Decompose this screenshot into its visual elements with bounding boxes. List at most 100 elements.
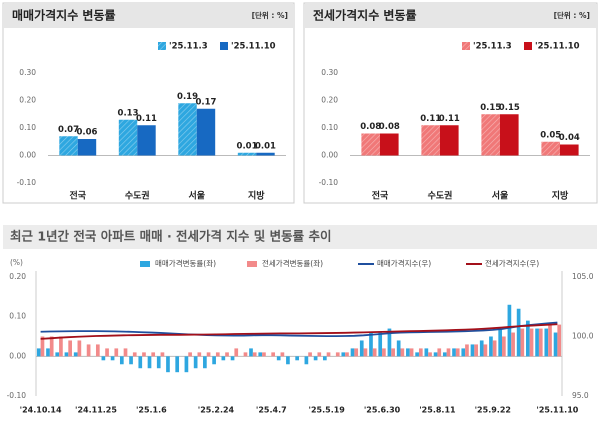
value-label: 0.01 <box>237 141 258 151</box>
bar <box>123 348 128 357</box>
y-axis-label: (%) <box>10 258 23 267</box>
bar <box>317 352 322 357</box>
bar <box>73 352 78 357</box>
x-tick-label: '25.1.6 <box>136 406 167 415</box>
x-tick-label: 전국 <box>69 190 86 202</box>
bar <box>489 336 493 357</box>
bar <box>322 356 327 361</box>
bar <box>175 356 180 373</box>
bar <box>548 324 552 357</box>
x-tick-label: '24.11.25 <box>75 406 117 415</box>
bar <box>440 125 459 156</box>
bar <box>118 119 138 156</box>
panel-header <box>305 4 596 28</box>
value-label: 0.08 <box>379 122 400 132</box>
bar <box>437 348 442 357</box>
bar <box>396 340 401 357</box>
bar <box>507 304 512 357</box>
bar <box>68 340 72 357</box>
x-tick-label: '24.10.14 <box>20 406 62 415</box>
bar <box>465 344 469 357</box>
x-tick-label: '25.5.19 <box>309 406 346 415</box>
value-label: 0.11 <box>439 114 460 124</box>
legend-label: '25.11.10 <box>231 42 276 52</box>
x-tick-label: '25.4.7 <box>256 406 287 415</box>
x-tick-label: 지방 <box>248 190 265 202</box>
bar <box>105 348 109 357</box>
bar <box>350 348 355 357</box>
bar <box>520 328 525 357</box>
bar <box>433 352 438 357</box>
legend-swatch <box>247 261 257 267</box>
bar <box>193 356 198 369</box>
bar <box>55 352 60 357</box>
legend-label: '25.11.3 <box>473 42 512 52</box>
y-tick-label: -0.10 <box>17 178 37 187</box>
bar <box>391 348 395 357</box>
legend-swatch <box>140 261 150 267</box>
bar <box>354 348 359 357</box>
bar <box>215 352 220 357</box>
y2-tick-label: 95.0 <box>572 391 589 400</box>
bar <box>49 336 54 357</box>
legend-swatch <box>158 42 166 50</box>
x-tick-label: 서울 <box>188 190 205 202</box>
bar <box>132 352 137 357</box>
bar <box>415 352 419 357</box>
unit-label: [단위 : %] <box>252 10 288 20</box>
legend-swatch <box>220 42 228 50</box>
bar <box>230 356 235 361</box>
bar <box>280 352 285 357</box>
bar <box>36 348 41 357</box>
y-tick-label: 0.30 <box>19 68 36 77</box>
bar <box>541 141 560 156</box>
bar <box>138 356 143 369</box>
bar <box>470 344 475 357</box>
bar <box>481 114 500 156</box>
legend-swatch <box>524 42 532 50</box>
bar <box>40 336 45 357</box>
bar <box>212 356 216 365</box>
legend-label: 매매가격변동률(좌) <box>155 258 216 268</box>
x-tick-label: '25.11.10 <box>536 406 578 415</box>
bar <box>313 356 318 361</box>
bar <box>361 133 380 156</box>
bar <box>308 352 312 357</box>
y-tick-label: -0.10 <box>7 391 27 400</box>
bar <box>304 356 309 365</box>
bar <box>184 356 189 373</box>
bar <box>166 356 170 373</box>
y-tick-label: 0.10 <box>9 312 26 321</box>
bar <box>359 340 364 357</box>
line <box>40 321 558 338</box>
legend-label: 매매가격지수(우) <box>377 258 431 268</box>
bar <box>382 348 386 357</box>
legend-label: '25.11.10 <box>535 42 580 52</box>
bar <box>101 356 106 361</box>
bar <box>252 352 257 357</box>
value-label: 0.07 <box>58 125 79 135</box>
x-tick-label: 수도권 <box>428 190 453 202</box>
x-tick-label: '25.8.11 <box>419 406 456 415</box>
bar <box>538 328 543 357</box>
x-tick-label: '25.2.24 <box>198 406 235 415</box>
panel-title: 전세가격지수 변동률 <box>313 8 417 23</box>
bar <box>335 352 340 357</box>
value-label: 0.15 <box>480 103 501 113</box>
bar <box>500 114 519 156</box>
bar <box>428 352 432 357</box>
bar <box>372 348 377 357</box>
y-tick-label: 0.10 <box>19 123 36 132</box>
bar <box>77 139 97 156</box>
bar <box>286 356 290 365</box>
bar <box>502 336 506 357</box>
bar <box>326 352 331 357</box>
bar <box>341 352 346 357</box>
panel-title: 매매가격지수 변동률 <box>12 8 116 23</box>
panel-frame <box>303 2 598 204</box>
bar <box>249 348 253 357</box>
y-tick-label: 0.10 <box>321 123 338 132</box>
bar <box>46 348 50 357</box>
bar <box>64 352 69 357</box>
bar <box>276 356 281 361</box>
